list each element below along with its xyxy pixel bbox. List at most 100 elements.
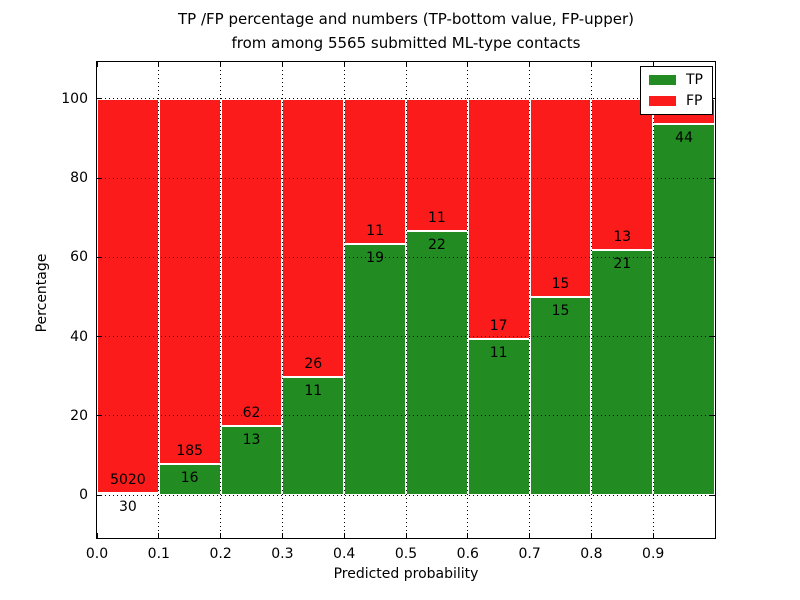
x-tick-label: 0.2 [209, 546, 232, 562]
x-tick-mark [405, 62, 407, 67]
v-gridline [590, 62, 592, 538]
bar-tp-segment [97, 492, 159, 496]
x-tick-mark [405, 533, 407, 538]
bar-fp-segment [529, 98, 592, 297]
plot-area: TP FP 5020 30 185 16 62 13 26 11 11 19 11 22 17 11 15 1… [96, 61, 716, 539]
bar-label-fp: 13 [613, 229, 632, 246]
bar-label-fp: 17 [489, 318, 508, 335]
bar-label-tp: 19 [366, 250, 385, 267]
x-tick-label: 0.8 [580, 546, 603, 562]
v-gridline [220, 62, 222, 538]
x-tick-mark [590, 62, 592, 67]
bar-tp-segment [591, 250, 654, 496]
legend-swatch-fp-icon [649, 96, 676, 106]
x-tick-mark [529, 62, 531, 67]
y-tick-mark [97, 494, 102, 496]
x-tick-mark [281, 62, 283, 67]
bar-label-tp: 30 [118, 498, 137, 515]
bar-label-fp: 26 [304, 356, 323, 373]
y-tick-mark [97, 415, 102, 417]
bar-tp-segment [344, 244, 406, 496]
bar-tp-segment [406, 230, 468, 496]
bar-label-tp: 16 [180, 469, 199, 486]
bar-label-tp: 21 [613, 256, 632, 273]
bar-fp-segment [97, 98, 159, 493]
y-tick-mark [710, 336, 715, 338]
bar-label-tp: 44 [675, 130, 694, 147]
x-tick-mark [590, 533, 592, 538]
y-tick-label: 60 [70, 249, 88, 266]
bar-label-tp: 22 [427, 236, 446, 253]
legend-label-fp: FP [686, 93, 703, 109]
bar-fp-segment [591, 98, 654, 251]
bar-label-fp: 11 [427, 209, 446, 226]
bar-fp-segment [406, 98, 468, 231]
legend-entry-tp: TP [649, 73, 703, 87]
legend-entry-fp: FP [649, 94, 703, 108]
v-gridline [343, 62, 345, 538]
x-tick-mark [652, 62, 654, 67]
y-tick-label: 40 [70, 328, 88, 345]
bar-fp-segment [344, 98, 406, 245]
x-tick-mark [529, 533, 531, 538]
x-tick-mark [96, 533, 98, 538]
chart-title: TP /FP percentage and numbers (TP-bottom… [97, 7, 715, 55]
bar-fp-segment [158, 98, 221, 464]
x-tick-mark [220, 533, 222, 538]
x-tick-label: 0.7 [518, 546, 541, 562]
y-tick-mark [97, 177, 102, 179]
y-tick-label: 20 [70, 407, 88, 424]
bar-label-fp: 185 [176, 442, 204, 459]
bar-label-tp: 11 [304, 383, 323, 400]
y-tick-mark [710, 494, 715, 496]
y-tick-mark [710, 415, 715, 417]
bar-fp-segment [467, 98, 530, 340]
v-gridline [405, 62, 407, 538]
x-tick-mark [467, 533, 469, 538]
y-tick-mark [710, 256, 715, 258]
y-tick-label: 0 [79, 487, 88, 504]
x-tick-mark [467, 62, 469, 67]
x-tick-label: 0.1 [147, 546, 170, 562]
bar-label-fp: 62 [242, 405, 261, 422]
y-tick-mark [97, 336, 102, 338]
x-tick-label: 0.5 [394, 546, 418, 562]
legend: TP FP [640, 66, 713, 115]
v-gridline [467, 62, 469, 538]
bar-label-fp: 5020 [110, 471, 146, 488]
v-gridline [652, 62, 654, 538]
chart-title-line1: TP /FP percentage and numbers (TP-bottom… [178, 10, 634, 28]
bar-tp-segment [220, 426, 283, 496]
x-tick-mark [343, 533, 345, 538]
bar-label-tp: 13 [242, 432, 261, 449]
y-tick-label: 100 [61, 90, 88, 107]
x-tick-label: 0.6 [456, 546, 479, 562]
legend-label-tp: TP [686, 72, 703, 88]
v-gridline [158, 62, 160, 538]
x-tick-mark [158, 533, 160, 538]
x-tick-mark [220, 62, 222, 67]
v-gridline [281, 62, 283, 538]
y-tick-label: 80 [70, 170, 88, 187]
x-tick-label: 0.9 [642, 546, 665, 562]
x-tick-label: 0.0 [85, 546, 109, 562]
x-tick-mark [281, 533, 283, 538]
x-tick-mark [343, 62, 345, 67]
y-tick-mark [710, 177, 715, 179]
bar-label-tp: 15 [551, 303, 570, 320]
chart-title-line2: from among 5565 submitted ML-type contac… [231, 34, 581, 52]
y-tick-mark [97, 98, 102, 100]
x-tick-mark [714, 533, 716, 538]
bar-label-fp: 11 [366, 223, 385, 240]
bar-tp-segment [467, 339, 530, 496]
x-tick-mark [158, 62, 160, 67]
x-tick-label: 0.4 [333, 546, 356, 562]
x-tick-mark [652, 533, 654, 538]
v-gridline [529, 62, 531, 538]
x-tick-mark [714, 62, 716, 67]
bar-tp-segment [158, 463, 221, 496]
bar-tp-segment [529, 297, 592, 496]
x-axis-label: Predicted probability [333, 566, 479, 582]
bar-tp-segment [653, 124, 715, 496]
